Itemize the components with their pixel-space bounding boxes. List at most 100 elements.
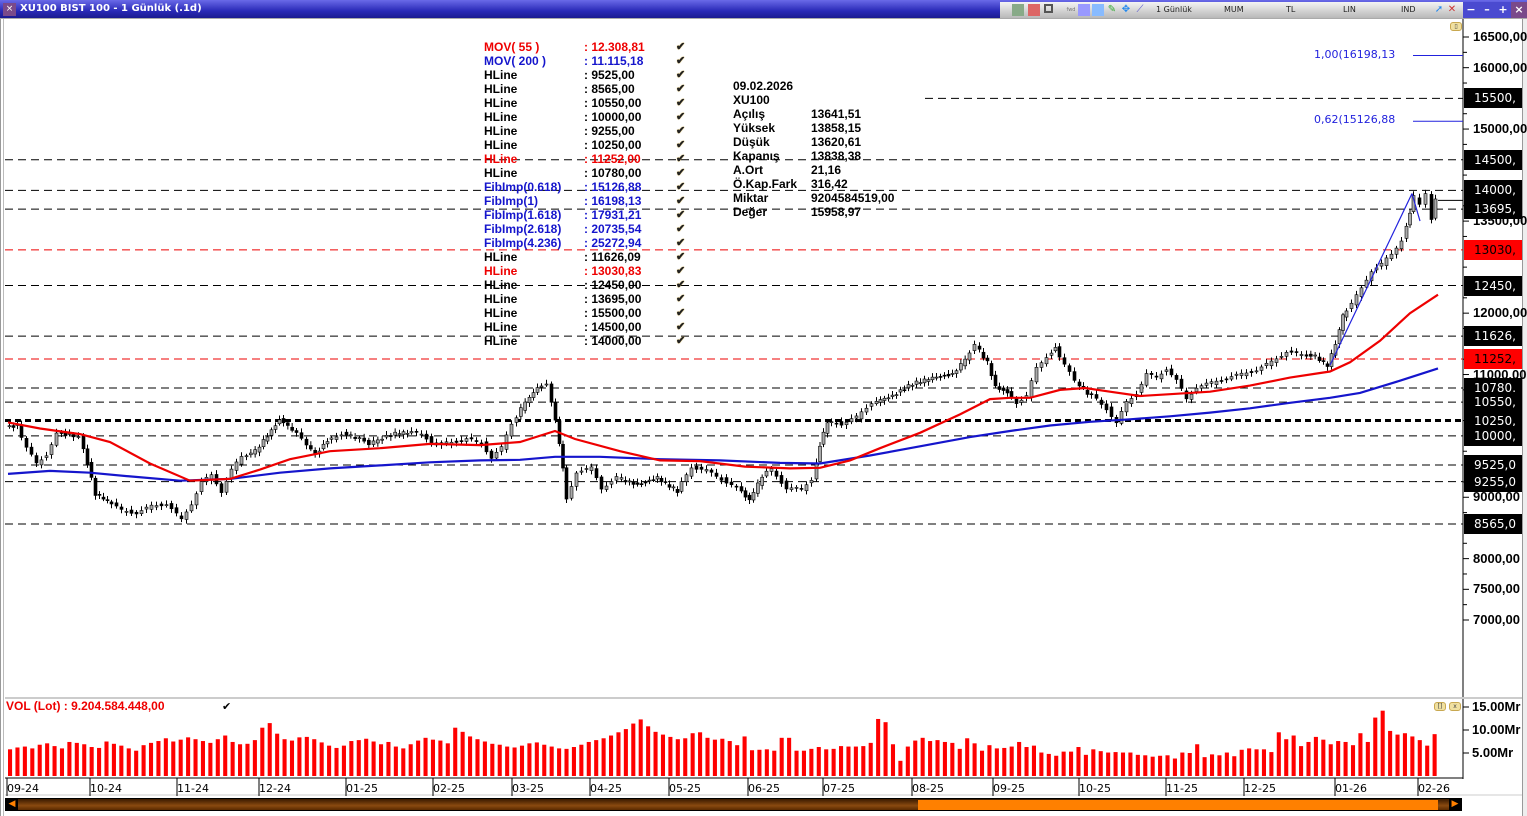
close-button[interactable]: × <box>1511 2 1527 18</box>
visibility-check-icon[interactable]: ✔ <box>676 181 686 193</box>
candle-down <box>219 483 224 493</box>
candle-down <box>631 481 636 485</box>
candle-down <box>344 431 349 436</box>
indicator-icon[interactable] <box>1012 4 1024 16</box>
candle-down <box>290 426 294 431</box>
candle-up <box>339 434 344 437</box>
visibility-check-icon[interactable]: ✔ <box>676 321 686 333</box>
visibility-check-icon[interactable]: ✔ <box>676 293 686 305</box>
price-level-tag: 10250, <box>1464 410 1522 431</box>
candle-up <box>1344 310 1349 318</box>
candle-down <box>429 436 434 443</box>
volume-bar <box>1417 740 1422 776</box>
volume-bar <box>579 744 584 776</box>
visibility-check-icon[interactable]: ✔ <box>676 223 686 235</box>
panel-book-icon[interactable]: ▯ <box>1450 22 1462 31</box>
volume-bar <box>1313 736 1318 776</box>
candle-up <box>764 470 769 477</box>
trendline-icon[interactable]: ⟋ <box>1136 4 1144 15</box>
candle-down <box>997 386 1002 390</box>
template-icon[interactable] <box>1028 4 1040 16</box>
candle-down <box>635 482 640 485</box>
visibility-check-icon[interactable]: ✔ <box>676 195 686 207</box>
visibility-check-icon[interactable]: ✔ <box>676 111 686 123</box>
visibility-check-icon[interactable]: ✔ <box>676 167 686 179</box>
candle-up <box>321 443 326 450</box>
legend-value: : 13695,00 <box>584 292 642 306</box>
candle-down <box>1169 368 1174 376</box>
candle-down <box>942 374 947 377</box>
visibility-check-icon[interactable]: ✔ <box>676 209 686 221</box>
fib-impulse-line <box>1411 193 1421 222</box>
candle-up <box>818 445 822 462</box>
visibility-check-icon[interactable]: ✔ <box>676 55 686 67</box>
candle-up <box>499 446 504 452</box>
candle-down <box>1224 378 1229 381</box>
close-chart-icon[interactable]: × <box>3 3 16 16</box>
info-key: Açılış <box>733 107 766 121</box>
visibility-check-icon[interactable]: ✔ <box>676 139 686 151</box>
currency-selector[interactable]: TL <box>1286 5 1296 14</box>
candle-up <box>523 401 527 411</box>
visibility-check-icon[interactable]: ✔ <box>676 125 686 137</box>
legend-name: MOV( 55 ) <box>484 40 540 54</box>
maximize-button[interactable]: + <box>1495 2 1511 18</box>
visibility-check-icon[interactable]: ✔ <box>676 265 686 277</box>
candle-down <box>93 477 98 496</box>
visibility-check-icon[interactable]: ✔ <box>676 153 686 165</box>
visibility-check-icon[interactable]: ✔ <box>676 335 686 347</box>
visibility-check-icon[interactable]: ✔ <box>676 237 686 249</box>
compare-icon[interactable] <box>1092 4 1104 16</box>
volume-bar <box>1284 739 1289 776</box>
visibility-check-icon[interactable]: ✔ <box>676 83 686 95</box>
volume-close-button[interactable]: x <box>1449 702 1461 711</box>
scroll-right-arrow-icon[interactable]: ▶ <box>1449 799 1461 810</box>
volume-check-icon[interactable]: ✔ <box>222 700 232 713</box>
candle-up <box>894 394 899 396</box>
volume-maximize-button[interactable]: [] <box>1434 702 1446 711</box>
tools-icon[interactable]: ✕ <box>1447 4 1457 15</box>
candle-up <box>972 344 977 351</box>
window-title: XU100 BIST 100 - 1 Günlük (.1d) <box>20 3 202 14</box>
volume-bar <box>1106 752 1111 776</box>
right-scrollbar[interactable] <box>1522 19 1527 816</box>
visibility-check-icon[interactable]: ✔ <box>676 279 686 291</box>
candle-up <box>1269 360 1274 367</box>
volume-bar <box>683 738 688 776</box>
visibility-check-icon[interactable]: ✔ <box>676 97 686 109</box>
candle-up <box>1029 380 1034 398</box>
grid-icon[interactable] <box>1078 4 1090 16</box>
theme-icon[interactable] <box>1044 4 1053 13</box>
volume-bar <box>549 746 554 776</box>
candle-down <box>1109 406 1114 417</box>
volume-bar <box>1365 741 1370 776</box>
scroll-thumb[interactable] <box>918 800 1438 810</box>
visibility-check-icon[interactable]: ✔ <box>676 251 686 263</box>
volume-bar <box>601 738 606 776</box>
volume-bar <box>868 742 873 776</box>
indicator-selector[interactable]: IND <box>1401 5 1416 14</box>
volume-bar <box>364 738 369 776</box>
visibility-check-icon[interactable]: ✔ <box>676 307 686 319</box>
time-scrollbar[interactable]: ◀ ▶ <box>5 798 1462 811</box>
volume-bar <box>482 741 487 776</box>
visibility-check-icon[interactable]: ✔ <box>676 69 686 81</box>
legend-row: FibImp(1.618): 17931,21 ✔ <box>484 208 688 222</box>
scroll-left-arrow-icon[interactable]: ◀ <box>6 799 18 810</box>
volume-bar <box>1165 755 1170 776</box>
scale-selector[interactable]: LIN <box>1343 5 1356 14</box>
volume-bar <box>423 737 428 776</box>
chart-type-selector[interactable]: MUM <box>1224 5 1244 14</box>
minimize-button[interactable]: − <box>1463 2 1479 18</box>
visibility-check-icon[interactable]: ✔ <box>676 41 686 53</box>
candle-down <box>484 441 489 453</box>
candle-down <box>743 490 748 498</box>
pencil-icon[interactable]: ✎ <box>1107 4 1117 15</box>
crosshair-icon[interactable]: ✥ <box>1121 4 1131 15</box>
period-selector[interactable]: 1 Günlük <box>1156 5 1192 14</box>
candle-down <box>489 450 494 459</box>
forward-icon[interactable]: fwd <box>1066 7 1076 13</box>
restore-button[interactable]: – <box>1479 2 1495 18</box>
arrow-icon[interactable]: ➚ <box>1434 4 1444 15</box>
